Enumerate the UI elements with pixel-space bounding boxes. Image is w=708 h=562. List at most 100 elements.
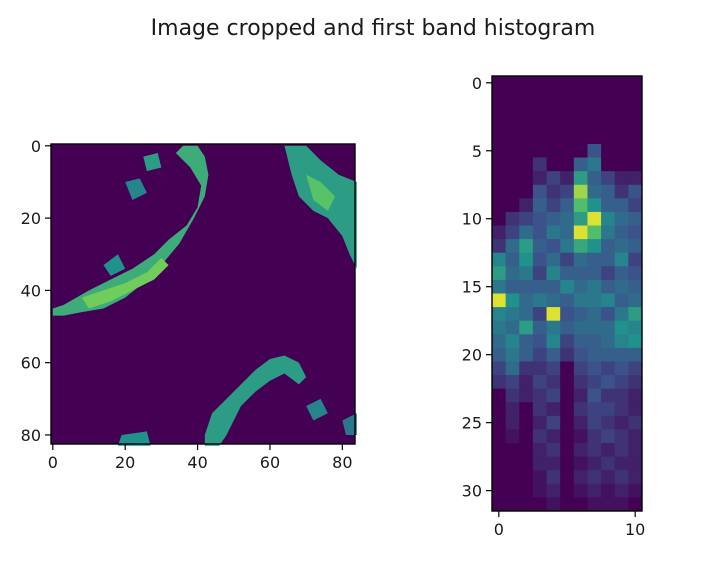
- histogram-cell: [492, 266, 507, 281]
- histogram-cell: [492, 307, 507, 322]
- histogram-cell: [560, 470, 575, 485]
- histogram-cell: [505, 184, 520, 199]
- histogram-cell: [573, 89, 588, 104]
- histogram-cell: [519, 307, 534, 322]
- left-x-tick-label: 40: [187, 453, 207, 472]
- histogram-cell: [614, 103, 629, 118]
- histogram-cell: [628, 375, 643, 390]
- histogram-cell: [601, 116, 616, 131]
- histogram-cell: [601, 497, 616, 512]
- histogram-cell: [614, 402, 629, 417]
- histogram-cell: [601, 89, 616, 104]
- histogram-cell: [601, 239, 616, 254]
- histogram-cell: [546, 375, 561, 390]
- histogram-cell: [519, 211, 534, 226]
- chart-cropped-image: 0 20 40 60 80 0 20 40 60 80: [21, 137, 357, 472]
- left-y-tick-label: 0: [31, 137, 41, 156]
- histogram-cell: [573, 116, 588, 131]
- histogram-cell: [628, 320, 643, 335]
- right-y-tick-label: 15: [462, 278, 482, 297]
- histogram-cell: [628, 76, 643, 90]
- histogram-cell: [628, 252, 643, 267]
- histogram-cell: [505, 143, 520, 158]
- histogram-cell: [601, 320, 616, 335]
- histogram-cell: [492, 429, 507, 444]
- histogram-cell: [505, 157, 520, 172]
- histogram-cell: [519, 76, 534, 90]
- histogram-cell: [492, 456, 507, 471]
- histogram-cell: [573, 388, 588, 403]
- histogram-cell: [628, 347, 643, 362]
- histogram-cell: [573, 470, 588, 485]
- image-region-left-speckle-1: [125, 178, 147, 201]
- histogram-cell: [560, 429, 575, 444]
- histogram-cell: [614, 388, 629, 403]
- histogram-cell: [519, 143, 534, 158]
- histogram-cell: [587, 103, 602, 118]
- histogram-cell: [628, 497, 643, 512]
- image-region-left-speckle-2: [143, 153, 162, 172]
- histogram-cell: [519, 415, 534, 430]
- histogram-cell: [573, 347, 588, 362]
- histogram-cell: [492, 143, 507, 158]
- image-region-right-bottom-speck: [342, 413, 357, 435]
- histogram-cell: [546, 198, 561, 213]
- histogram-cell: [614, 279, 629, 294]
- histogram-cell: [505, 103, 520, 118]
- histogram-cell: [573, 443, 588, 458]
- histogram-cell: [587, 347, 602, 362]
- histogram-cell: [601, 266, 616, 281]
- histogram-cell: [532, 375, 547, 390]
- histogram-cell: [546, 157, 561, 172]
- histogram-cell: [587, 307, 602, 322]
- histogram-cell: [587, 143, 602, 158]
- histogram-cell: [505, 483, 520, 498]
- histogram-cell: [546, 402, 561, 417]
- histogram-cell: [519, 497, 534, 512]
- histogram-cell: [560, 116, 575, 131]
- histogram-cell: [601, 143, 616, 158]
- histogram-cell: [628, 388, 643, 403]
- histogram-cell: [601, 157, 616, 172]
- histogram-cell: [519, 361, 534, 376]
- histogram-cell: [532, 334, 547, 349]
- histogram-cell: [505, 76, 520, 90]
- histogram-cell: [601, 307, 616, 322]
- histogram-cell: [546, 130, 561, 145]
- histogram-cell: [560, 279, 575, 294]
- histogram-cell: [519, 89, 534, 104]
- histogram-cell: [546, 171, 561, 186]
- histogram-cell: [628, 293, 643, 308]
- histogram-cell: [532, 388, 547, 403]
- histogram-cell: [587, 211, 602, 226]
- histogram-cell: [587, 429, 602, 444]
- right-y-tick-label: 20: [462, 346, 482, 365]
- histogram-cell: [601, 456, 616, 471]
- histogram-cell: [628, 184, 643, 199]
- histogram-cell: [601, 347, 616, 362]
- histogram-cell: [492, 89, 507, 104]
- histogram-cell: [519, 429, 534, 444]
- histogram-cell: [546, 143, 561, 158]
- histogram-cell: [587, 483, 602, 498]
- histogram-cell: [587, 76, 602, 90]
- histogram-cell: [505, 443, 520, 458]
- histogram-cell: [573, 171, 588, 186]
- histogram-cell: [505, 388, 520, 403]
- histogram-cell: [601, 402, 616, 417]
- histogram-cell: [573, 266, 588, 281]
- histogram-cell: [587, 470, 602, 485]
- histogram-cell: [628, 402, 643, 417]
- histogram-cell: [492, 225, 507, 240]
- histogram-cell: [573, 361, 588, 376]
- histogram-cell: [560, 415, 575, 430]
- histogram-cell: [505, 429, 520, 444]
- histogram-cell: [614, 429, 629, 444]
- histogram-cell: [532, 402, 547, 417]
- histogram-cell: [546, 293, 561, 308]
- histogram-cell: [601, 470, 616, 485]
- histogram-cell: [532, 130, 547, 145]
- histogram-cell: [505, 415, 520, 430]
- histogram-cell: [532, 293, 547, 308]
- histogram-cell: [532, 116, 547, 131]
